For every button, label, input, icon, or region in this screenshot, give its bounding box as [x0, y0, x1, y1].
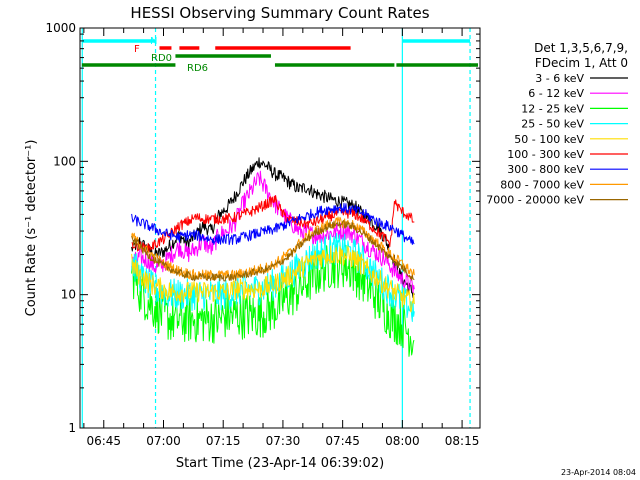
- y-tick-label: 1000: [45, 21, 76, 35]
- flag-bar-label: RD0: [151, 53, 172, 64]
- series-line: [131, 170, 415, 294]
- legend-entry-label: 25 - 50 keV: [521, 118, 584, 131]
- series-line: [131, 232, 415, 322]
- x-tick-label: 06:45: [86, 434, 121, 448]
- flag-bar-label: N: [150, 36, 157, 47]
- series-line: [131, 220, 415, 282]
- series-line: [131, 195, 415, 255]
- legend-entry-label: 50 - 100 keV: [514, 133, 584, 146]
- x-axis-label: Start Time (23-Apr-14 06:39:02): [176, 456, 384, 471]
- x-tick-label: 07:15: [206, 434, 241, 448]
- legend-entry-label: 100 - 300 keV: [507, 148, 584, 161]
- y-axis: 1 10 100 1000: [45, 21, 480, 435]
- legend-entry-label: 300 - 800 keV: [507, 163, 584, 176]
- y-tick-label: 1: [68, 421, 76, 435]
- plot-area: NF RD0 RD6: [81, 28, 479, 428]
- legend-entry-label: 7000 - 20000 keV: [486, 194, 584, 207]
- x-tick-label: 07:00: [146, 434, 181, 448]
- legend: Det 1,3,5,6,7,9, FDecim 1, Att 0 3 - 6 k…: [486, 41, 628, 207]
- legend-header-line: Det 1,3,5,6,7,9,: [534, 41, 628, 55]
- y-axis-label: Count Rate (s⁻¹ detector⁻¹): [24, 140, 39, 317]
- flag-bar-label: F: [134, 44, 140, 55]
- chart-title: HESSI Observing Summary Count Rates: [130, 4, 429, 22]
- x-tick-label: 08:15: [445, 434, 480, 448]
- flag-bar-label: RD6: [187, 63, 208, 74]
- plot-frame: [79, 27, 481, 429]
- series-line: [131, 202, 415, 246]
- x-axis: 06:45 07:00 07:15 07:30 07:45 08:00 08:15: [83, 28, 480, 448]
- x-tick-label: 07:30: [266, 434, 301, 448]
- legend-entry-label: 3 - 6 keV: [535, 72, 584, 85]
- series-line: [131, 245, 415, 313]
- timestamp: 23-Apr-2014 08:04: [561, 468, 636, 477]
- legend-entry-label: 12 - 25 keV: [521, 102, 584, 115]
- y-tick-label: 100: [53, 154, 76, 168]
- y-tick-label: 10: [61, 288, 76, 302]
- legend-entry-label: 6 - 12 keV: [528, 87, 584, 100]
- legend-entry-label: 800 - 7000 keV: [500, 178, 584, 191]
- x-tick-label: 08:00: [385, 434, 420, 448]
- plot-content: [81, 28, 479, 428]
- x-tick-label: 07:45: [325, 434, 360, 448]
- legend-header-line: FDecim 1, Att 0: [535, 56, 628, 70]
